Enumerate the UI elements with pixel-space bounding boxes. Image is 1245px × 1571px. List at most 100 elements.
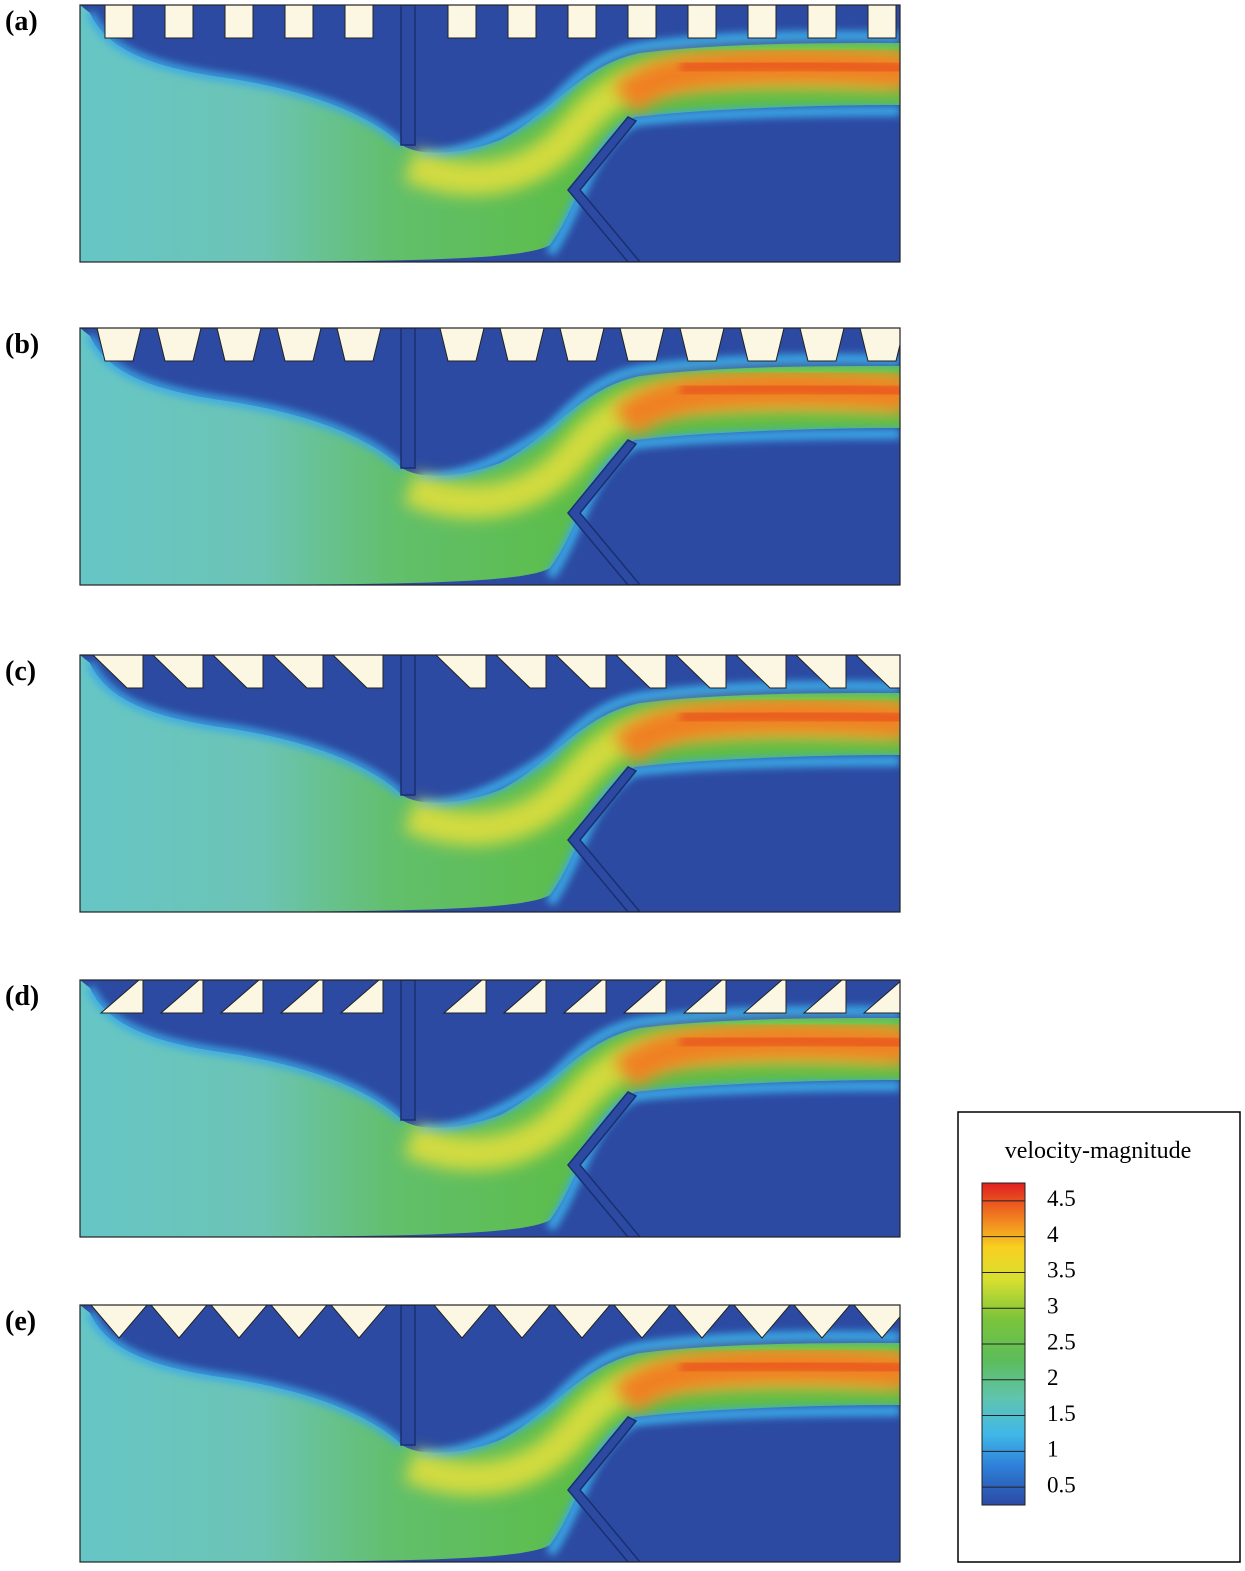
- shear-layer: [419, 1006, 900, 1135]
- panel-label: (e): [5, 1306, 36, 1337]
- vertical-baffle: [400, 328, 416, 469]
- roughness-element: [739, 328, 785, 362]
- roughness-element: [442, 980, 487, 1014]
- roughness-element: [152, 655, 204, 689]
- roughness-element: [330, 1305, 388, 1339]
- roughness-element: [679, 328, 725, 362]
- roughness-element: [793, 1305, 851, 1339]
- roughness-element: [853, 1305, 900, 1339]
- roughness-element: [150, 1305, 208, 1339]
- roughness-element: [795, 655, 847, 689]
- field-clip: [80, 328, 900, 585]
- roughness-element: [279, 980, 324, 1014]
- roughness-element: [210, 1305, 268, 1339]
- shear-layer: [86, 334, 405, 471]
- shear-layer: [419, 1331, 900, 1460]
- roughness-element: [562, 980, 607, 1014]
- panel-frame: [79, 1304, 901, 1563]
- panel-label: (a): [5, 6, 38, 37]
- roughness-element: [567, 5, 597, 39]
- colorbar-tick-label: 4: [1047, 1222, 1059, 1247]
- roughness-element: [627, 5, 657, 39]
- shear-layer: [419, 681, 900, 810]
- shear-layer: [419, 31, 900, 160]
- roughness-element: [224, 5, 254, 39]
- colorbar-legend: velocity-magnitude 0.5 1 1.5 2 2.5 3 3.5 4 4.5: [957, 1111, 1241, 1563]
- colorbar-tick-label: 2.5: [1047, 1329, 1076, 1354]
- shear-layer: [545, 1406, 900, 1556]
- roughness-element: [90, 1305, 148, 1339]
- panel-label: (c): [5, 656, 36, 687]
- roughness-element: [272, 655, 324, 689]
- roughness-element: [99, 980, 144, 1014]
- colorbar-tick-label: 0.5: [1047, 1472, 1076, 1497]
- roughness-element: [216, 328, 262, 362]
- roughness-element: [159, 980, 204, 1014]
- field-clip: [80, 980, 900, 1237]
- roughness-element: [799, 328, 845, 362]
- inclined-baffle: [567, 1416, 641, 1562]
- roughness-element: [104, 5, 134, 39]
- roughness-element: [615, 655, 667, 689]
- roughness-element: [493, 1305, 551, 1339]
- colorbar-tick-label: 3.5: [1047, 1258, 1076, 1283]
- roughness-element: [622, 980, 667, 1014]
- inclined-baffle: [567, 1091, 641, 1237]
- roughness-element: [855, 655, 900, 689]
- roughness-element: [675, 655, 727, 689]
- roughness-element: [747, 5, 777, 39]
- roughness-element: [96, 328, 142, 362]
- field-clip: [80, 655, 900, 912]
- panel-frame: [79, 654, 901, 913]
- roughness-element: [859, 328, 900, 362]
- inclined-baffle: [567, 116, 641, 262]
- shear-layer: [545, 1081, 900, 1231]
- roughness-element: [619, 328, 665, 362]
- roughness-element: [507, 5, 537, 39]
- field-clip: [80, 5, 900, 262]
- panel-frame: [79, 4, 901, 263]
- panel-frame: [79, 327, 901, 586]
- roughness-element: [559, 328, 605, 362]
- roughness-element: [802, 980, 847, 1014]
- roughness-element: [862, 981, 900, 1014]
- roughness-element: [733, 1305, 791, 1339]
- roughness-element: [735, 655, 787, 689]
- colorbar-title: velocity-magnitude: [1005, 1138, 1192, 1164]
- shear-layer: [86, 11, 405, 148]
- roughness-element: [270, 1305, 328, 1339]
- colorbar-tick-label: 4.5: [1047, 1186, 1076, 1211]
- roughness-element: [553, 1305, 611, 1339]
- roughness-element: [439, 328, 485, 362]
- flow-field: [79, 4, 901, 263]
- flow-field: [79, 327, 901, 586]
- inclined-baffle: [567, 439, 641, 585]
- roughness-element: [284, 5, 314, 39]
- roughness-element: [687, 5, 717, 39]
- jet-core: [679, 1357, 900, 1376]
- colorbar-tick-label: 1: [1047, 1437, 1059, 1462]
- roughness-element: [344, 5, 374, 39]
- roughness-element: [867, 5, 897, 39]
- panels: (a) (b) (c) (d) (e): [5, 4, 901, 1563]
- roughness-element: [276, 328, 322, 362]
- roughness-element: [613, 1305, 671, 1339]
- panel-frame: [79, 979, 901, 1238]
- inclined-baffle: [567, 766, 641, 912]
- vertical-baffle: [400, 655, 416, 796]
- flow-field: [79, 654, 901, 913]
- flow-field: [79, 1304, 901, 1563]
- colorbar: 0.5 1 1.5 2 2.5 3 3.5 4 4.5: [981, 1182, 1076, 1506]
- roughness-element: [92, 655, 144, 689]
- shear-layer: [86, 986, 405, 1123]
- vertical-baffle: [400, 5, 416, 146]
- roughness-element: [502, 980, 547, 1014]
- colorbar-tick-label: 3: [1047, 1294, 1059, 1319]
- colorbar-tick-label: 2: [1047, 1365, 1059, 1390]
- panel-label: (b): [5, 329, 39, 360]
- roughness-element: [742, 980, 787, 1014]
- flow-field: [79, 979, 901, 1238]
- vertical-baffle: [400, 1305, 416, 1446]
- vertical-baffle: [400, 980, 416, 1121]
- shear-layer: [86, 661, 405, 798]
